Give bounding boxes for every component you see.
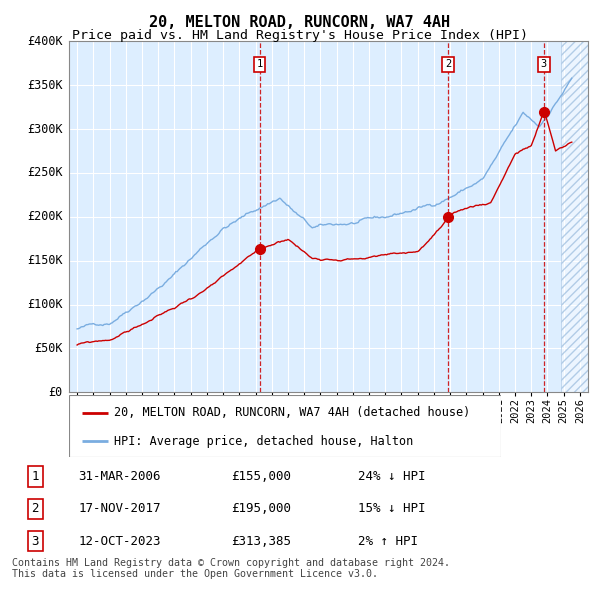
Text: HPI: Average price, detached house, Halton: HPI: Average price, detached house, Halt… [115,435,413,448]
Text: 15% ↓ HPI: 15% ↓ HPI [358,502,425,516]
Bar [561,41,588,392]
Text: £300K: £300K [27,123,63,136]
Text: 1: 1 [256,59,263,69]
Text: £100K: £100K [27,298,63,311]
Text: £195,000: £195,000 [231,502,291,516]
Text: 24% ↓ HPI: 24% ↓ HPI [358,470,425,483]
Text: 3: 3 [31,535,39,548]
Text: £150K: £150K [27,254,63,267]
Text: £250K: £250K [27,166,63,179]
Text: Contains HM Land Registry data © Crown copyright and database right 2024.
This d: Contains HM Land Registry data © Crown c… [12,558,450,579]
Text: 2: 2 [445,59,451,69]
Text: 20, MELTON ROAD, RUNCORN, WA7 4AH: 20, MELTON ROAD, RUNCORN, WA7 4AH [149,15,451,30]
Text: £0: £0 [49,386,63,399]
Text: 12-OCT-2023: 12-OCT-2023 [78,535,161,548]
Text: 1: 1 [31,470,39,483]
Text: 3: 3 [541,59,547,69]
Text: Price paid vs. HM Land Registry's House Price Index (HPI): Price paid vs. HM Land Registry's House … [72,30,528,42]
Text: £350K: £350K [27,78,63,91]
Bar [561,41,588,392]
Text: £400K: £400K [27,35,63,48]
Text: 31-MAR-2006: 31-MAR-2006 [78,470,161,483]
Text: 20, MELTON ROAD, RUNCORN, WA7 4AH (detached house): 20, MELTON ROAD, RUNCORN, WA7 4AH (detac… [115,406,470,419]
Text: 17-NOV-2017: 17-NOV-2017 [78,502,161,516]
Text: £50K: £50K [34,342,63,355]
Text: 2% ↑ HPI: 2% ↑ HPI [358,535,418,548]
Text: £155,000: £155,000 [231,470,291,483]
Text: £313,385: £313,385 [231,535,291,548]
Text: £200K: £200K [27,210,63,224]
Text: 2: 2 [31,502,39,516]
